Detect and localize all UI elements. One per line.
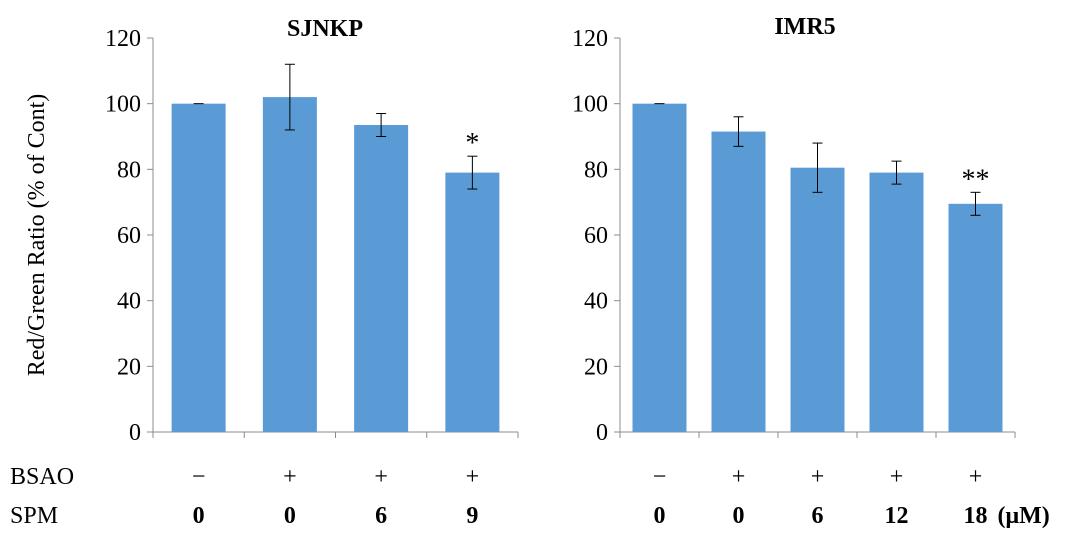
significance-marker: * (465, 128, 479, 159)
y-tick-label: 80 (584, 157, 608, 183)
spm-value: 9 (466, 503, 478, 529)
y-tick-label: 100 (105, 92, 141, 118)
y-tick-label: 20 (117, 354, 141, 380)
bar (711, 131, 766, 432)
bsao-value: + (732, 464, 746, 490)
bsao-value: + (890, 464, 904, 490)
panel-title: SJNKP (287, 16, 363, 42)
y-tick-label: 60 (584, 223, 608, 249)
bar (354, 125, 409, 432)
bsao-value: + (283, 464, 297, 490)
bar (262, 97, 317, 432)
bsao-value: + (374, 464, 388, 490)
spm-value: 0 (193, 503, 205, 529)
spm-value: 18 (964, 503, 988, 529)
y-tick-label: 80 (117, 157, 141, 183)
unit-label: (μM) (998, 503, 1050, 529)
significance-marker: ** (962, 164, 990, 195)
y-axis-label: Red/Green Ratio (% of Cont) (24, 94, 50, 377)
bsao-value: + (969, 464, 983, 490)
panel-title: IMR5 (774, 14, 835, 40)
bar (632, 103, 687, 433)
bar (948, 203, 1003, 432)
y-tick-label: 60 (117, 223, 141, 249)
bar (171, 103, 226, 433)
y-tick-label: 40 (117, 289, 141, 315)
chart-panel-imr5: IMR5 0 20 40 60 80 100 120 − 0 +0 +6 +12 ** +18 (μM) (572, 14, 1050, 529)
y-tick-label: 100 (572, 92, 608, 118)
y-tick-label: 0 (129, 420, 141, 446)
y-tick-label: 40 (584, 289, 608, 315)
y-tick-label: 20 (584, 354, 608, 380)
bar (445, 172, 500, 432)
bsao-value: − (192, 464, 206, 490)
y-tick-label: 120 (105, 26, 141, 52)
spm-value: 12 (885, 503, 909, 529)
spm-value: 0 (733, 503, 745, 529)
bsao-value: − (653, 464, 667, 490)
spm-value: 6 (812, 503, 824, 529)
spm-value: 6 (375, 503, 387, 529)
spm-value: 0 (284, 503, 296, 529)
spm-value: 0 (654, 503, 666, 529)
bsao-value: + (466, 464, 480, 490)
row-label-bsao: BSAO (10, 464, 74, 490)
row-label-spm: SPM (10, 503, 58, 529)
bar (869, 172, 924, 432)
bar (790, 167, 845, 433)
y-tick-label: 0 (596, 420, 608, 446)
y-tick-label: 120 (572, 26, 608, 52)
bsao-value: + (811, 464, 825, 490)
chart-panel-sjnkp: SJNKP 0 20 40 60 80 100 120 − 0 +0 +6 * +9 (105, 16, 519, 529)
